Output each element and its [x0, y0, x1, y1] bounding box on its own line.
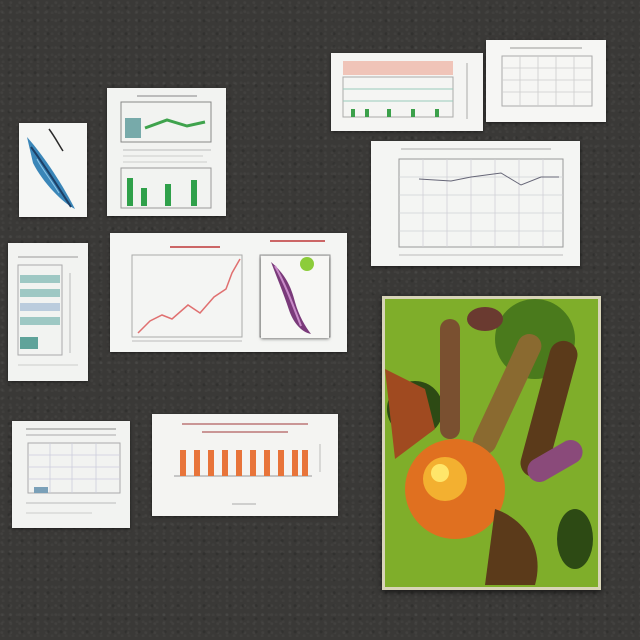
bar-chart-icon	[152, 414, 338, 516]
card-large-grid-chart	[371, 141, 580, 266]
card-doc-green-bars	[107, 88, 226, 216]
grid-chart-icon	[371, 141, 580, 266]
specimen-illustration-icon	[261, 256, 329, 338]
table-chart-icon	[331, 53, 483, 131]
photo-icon	[385, 299, 598, 587]
card-purple-specimen	[261, 256, 329, 338]
card-leaf-illustration	[19, 123, 87, 217]
card-doc-table-left	[8, 243, 88, 381]
card-top-table-chart	[331, 53, 483, 131]
photo-organic-collage	[382, 296, 601, 590]
document-chart-icon	[107, 88, 226, 216]
card-top-right-grid	[486, 40, 606, 122]
card-orange-bar-chart	[152, 414, 338, 516]
leaf-illustration-icon	[19, 123, 87, 217]
document-grid-icon	[486, 40, 606, 122]
document-grid-icon	[12, 421, 130, 528]
document-table-icon	[8, 243, 88, 381]
card-doc-grid-bottom-left	[12, 421, 130, 528]
